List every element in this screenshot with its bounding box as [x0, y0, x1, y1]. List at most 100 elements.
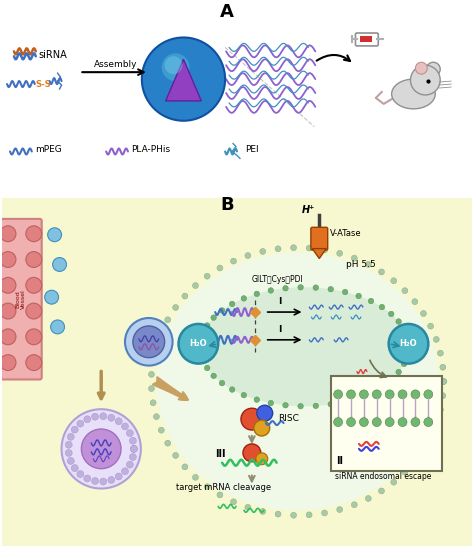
Circle shape [142, 38, 225, 121]
Circle shape [200, 331, 206, 336]
Circle shape [26, 303, 42, 319]
Circle shape [229, 301, 235, 307]
Circle shape [283, 286, 288, 291]
Circle shape [53, 258, 66, 271]
FancyBboxPatch shape [2, 5, 472, 198]
Circle shape [182, 464, 188, 470]
Text: I: I [278, 325, 281, 334]
Circle shape [424, 390, 433, 399]
Circle shape [129, 437, 137, 444]
Circle shape [306, 245, 312, 251]
Circle shape [388, 311, 394, 317]
Circle shape [0, 303, 16, 319]
FancyBboxPatch shape [2, 198, 472, 546]
Circle shape [291, 512, 297, 518]
Circle shape [328, 287, 334, 292]
Text: H⁺: H⁺ [301, 205, 315, 215]
Circle shape [438, 407, 443, 413]
Circle shape [165, 317, 171, 323]
Circle shape [125, 318, 173, 366]
Circle shape [433, 336, 439, 342]
Circle shape [372, 390, 381, 399]
Circle shape [254, 420, 270, 436]
Circle shape [91, 478, 99, 484]
Circle shape [84, 475, 91, 482]
Circle shape [321, 247, 328, 253]
Circle shape [275, 511, 281, 517]
Circle shape [100, 478, 107, 485]
Circle shape [121, 423, 128, 430]
Circle shape [254, 291, 260, 296]
Circle shape [359, 418, 368, 426]
Circle shape [26, 355, 42, 371]
Text: III: III [215, 449, 226, 459]
Text: PLA-PHis: PLA-PHis [131, 145, 170, 155]
Text: GILT、Cys、PDI: GILT、Cys、PDI [252, 275, 304, 284]
Ellipse shape [201, 287, 409, 406]
Circle shape [84, 416, 91, 423]
Circle shape [385, 418, 394, 426]
Circle shape [440, 364, 446, 370]
Circle shape [379, 488, 384, 494]
Circle shape [198, 340, 203, 345]
Text: siRNA: siRNA [39, 50, 67, 60]
Circle shape [0, 252, 16, 268]
Circle shape [368, 298, 374, 304]
Circle shape [440, 393, 446, 399]
Circle shape [379, 269, 384, 275]
Circle shape [410, 65, 440, 95]
Circle shape [365, 262, 371, 268]
Circle shape [200, 357, 206, 363]
Circle shape [298, 403, 303, 409]
Polygon shape [312, 248, 326, 258]
Circle shape [346, 390, 356, 399]
Circle shape [342, 399, 348, 404]
Circle shape [245, 253, 251, 259]
Circle shape [182, 293, 188, 299]
Circle shape [351, 502, 357, 508]
Circle shape [342, 289, 348, 295]
Circle shape [0, 277, 16, 293]
Circle shape [260, 248, 266, 254]
Circle shape [67, 458, 74, 464]
Circle shape [334, 390, 343, 399]
Circle shape [334, 418, 343, 426]
Circle shape [71, 465, 78, 472]
Circle shape [401, 327, 407, 333]
Circle shape [26, 277, 42, 293]
Circle shape [127, 430, 133, 437]
Circle shape [405, 335, 410, 341]
Circle shape [77, 471, 84, 478]
Circle shape [82, 429, 121, 468]
Circle shape [268, 288, 273, 293]
Circle shape [241, 295, 246, 301]
Circle shape [150, 400, 156, 406]
Circle shape [241, 393, 246, 398]
Circle shape [219, 381, 225, 386]
Circle shape [65, 441, 72, 448]
Circle shape [150, 357, 156, 363]
Circle shape [26, 329, 42, 345]
Circle shape [100, 413, 107, 420]
Text: A: A [220, 3, 234, 21]
Circle shape [245, 505, 251, 511]
Circle shape [77, 420, 84, 427]
Circle shape [164, 56, 182, 74]
Circle shape [115, 418, 122, 425]
Circle shape [133, 326, 164, 358]
Circle shape [217, 265, 223, 271]
Circle shape [198, 348, 203, 354]
Circle shape [321, 510, 328, 516]
Circle shape [127, 461, 133, 468]
Circle shape [420, 447, 427, 452]
Circle shape [306, 512, 312, 518]
Circle shape [91, 413, 99, 420]
Circle shape [254, 397, 260, 402]
Text: H₂O: H₂O [190, 339, 207, 348]
Text: I: I [278, 297, 281, 306]
Circle shape [283, 402, 288, 408]
Circle shape [268, 400, 273, 406]
Circle shape [211, 373, 217, 378]
Circle shape [48, 228, 62, 242]
FancyBboxPatch shape [311, 227, 328, 250]
